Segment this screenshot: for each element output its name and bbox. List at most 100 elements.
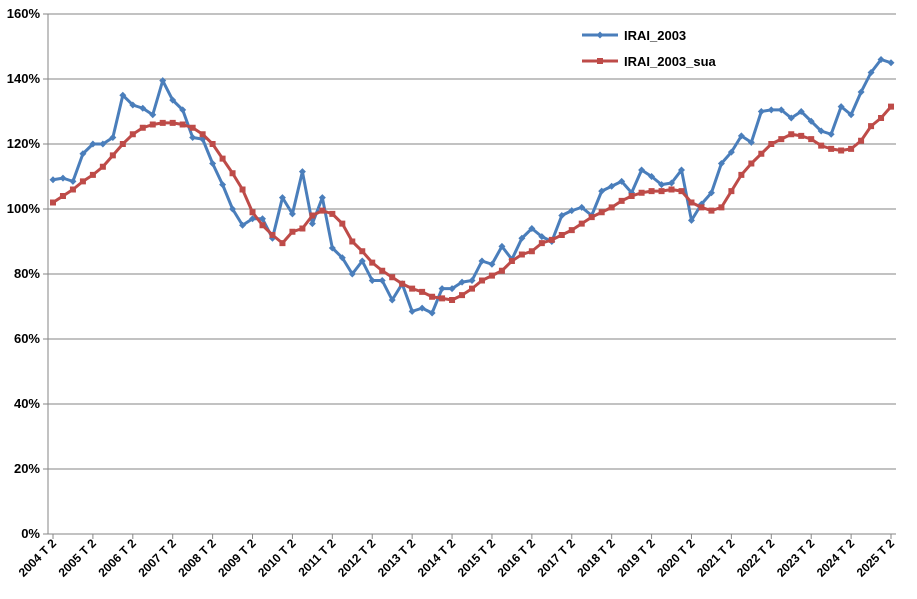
data-point (588, 214, 595, 221)
legend-label-irai-2003-sua: IRAI_2003_sua (624, 54, 717, 69)
x-tick-label: 2013 T 2 (375, 536, 419, 580)
x-tick-label: 2009 T 2 (215, 536, 259, 580)
data-point (418, 304, 426, 312)
data-point (69, 177, 77, 185)
data-point (409, 285, 416, 292)
legend-marker-irai-2003 (596, 31, 604, 39)
x-tick-label: 2015 T 2 (455, 536, 499, 580)
data-point (339, 220, 346, 227)
data-point (758, 150, 765, 157)
data-point (219, 155, 226, 162)
x-tick-label: 2010 T 2 (255, 536, 299, 580)
series-line-irai-2003 (52, 58, 892, 315)
data-point (518, 251, 525, 258)
data-point (368, 277, 376, 284)
data-point (189, 134, 197, 141)
data-point (708, 207, 715, 214)
data-point (848, 145, 855, 152)
data-point (99, 140, 107, 148)
data-point (89, 140, 97, 148)
data-point (578, 203, 586, 211)
data-point (827, 130, 835, 138)
x-tick-label: 2005 T 2 (56, 536, 100, 580)
legend-label-irai-2003: IRAI_2003 (624, 28, 686, 43)
data-point (278, 194, 286, 202)
data-point (378, 277, 386, 284)
x-tick-label: 2014 T 2 (415, 536, 459, 580)
data-point (728, 188, 735, 195)
data-point (408, 307, 416, 315)
x-tick-label: 2004 T 2 (16, 536, 60, 580)
data-point (837, 103, 845, 111)
data-point (568, 227, 575, 234)
data-point (468, 277, 476, 284)
data-point (219, 181, 227, 189)
data-point (628, 193, 635, 199)
data-point (49, 199, 56, 206)
data-point (528, 225, 536, 232)
x-tick-label: 2023 T 2 (774, 536, 818, 580)
data-point (109, 152, 116, 159)
data-point (807, 117, 815, 125)
data-point (258, 215, 266, 223)
data-point (498, 242, 506, 250)
data-point (648, 173, 656, 180)
data-point (638, 166, 646, 174)
x-tick-label: 2025 T 2 (854, 536, 898, 580)
data-point (787, 114, 795, 122)
y-tick-label: 160% (7, 6, 41, 21)
data-point (69, 186, 76, 193)
data-point (229, 170, 236, 177)
data-point (738, 171, 745, 178)
data-point (618, 177, 626, 185)
data-point (359, 248, 366, 255)
data-point (308, 220, 316, 228)
data-point (488, 260, 496, 268)
data-point (318, 194, 326, 202)
data-point (638, 189, 645, 196)
gridlines (48, 13, 896, 470)
data-point (608, 182, 616, 190)
data-point (239, 221, 247, 229)
data-point (129, 101, 137, 109)
data-point (508, 258, 515, 264)
y-tick-label: 140% (7, 71, 41, 86)
data-point (319, 207, 326, 214)
data-point (159, 119, 166, 126)
y-tick-label: 20% (14, 461, 40, 476)
y-tick-label: 80% (14, 266, 40, 281)
data-point (119, 91, 127, 99)
data-point (469, 285, 475, 292)
data-point (199, 131, 206, 138)
data-point (249, 215, 257, 223)
data-point (189, 124, 196, 131)
x-tick-label: 2008 T 2 (175, 536, 219, 580)
data-point (209, 160, 217, 167)
data-point (767, 106, 775, 114)
data-point (459, 292, 466, 299)
data-point (668, 186, 675, 193)
axes (47, 14, 896, 535)
data-point (858, 137, 865, 144)
x-tick-label: 2019 T 2 (614, 536, 658, 580)
data-point (698, 204, 705, 211)
data-point (428, 309, 436, 317)
data-point (179, 106, 187, 114)
data-point (648, 188, 655, 195)
data-point (688, 199, 695, 206)
data-point (49, 176, 57, 184)
y-axis-ticks: 0% 20% 40% 60% 80% 100% 120% 140% 160% (7, 6, 48, 541)
data-point (548, 236, 555, 243)
data-point (388, 296, 396, 304)
data-point (598, 209, 605, 216)
y-tick-label: 100% (7, 201, 41, 216)
data-point (109, 134, 117, 141)
data-point (458, 278, 466, 286)
data-point (598, 187, 606, 195)
data-point (99, 163, 106, 170)
data-point (448, 285, 456, 293)
data-point (757, 108, 765, 115)
data-point (658, 188, 665, 195)
data-point (568, 207, 576, 215)
data-point (379, 267, 386, 274)
